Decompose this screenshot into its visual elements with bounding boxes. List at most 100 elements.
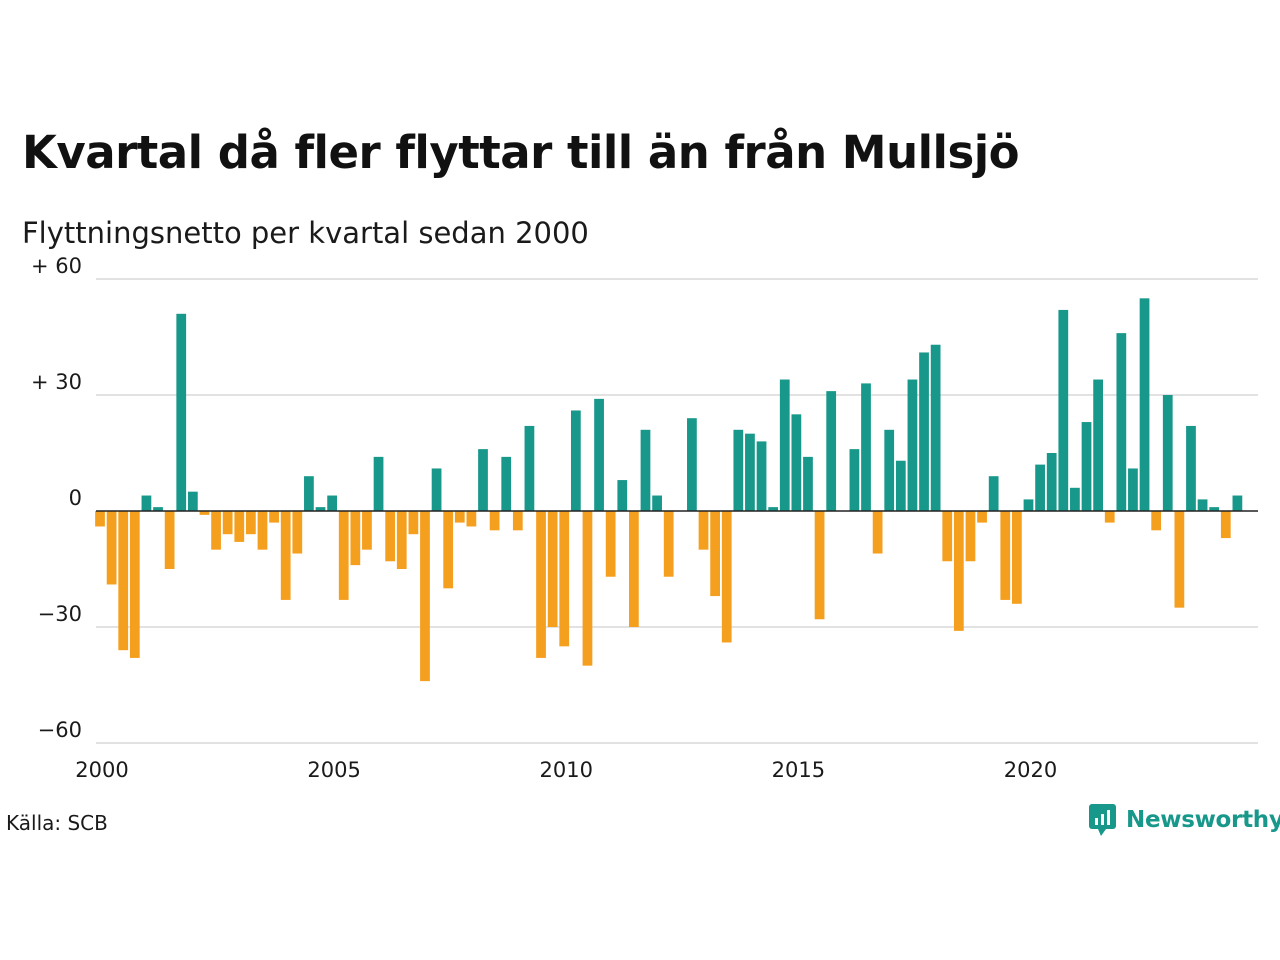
bar [733, 429, 744, 511]
bar [431, 468, 442, 511]
bar [710, 511, 720, 597]
bar [141, 495, 152, 511]
y-tick-label: −30 [38, 602, 82, 626]
bar [1116, 333, 1127, 511]
bar [408, 511, 419, 535]
bar [1139, 298, 1150, 511]
bar [756, 441, 767, 511]
bar [1023, 499, 1034, 511]
y-axis-ticks: + 60 + 30 0 −30 −60 [31, 254, 82, 742]
bar [1104, 511, 1115, 523]
bar [988, 476, 999, 511]
bar [443, 511, 454, 589]
bar [594, 398, 604, 511]
bar [1186, 425, 1196, 511]
bar-chart: + 60 + 30 0 −30 −60 2000 2005 2010 2015 2020 [31, 254, 1258, 782]
x-axis-ticks: 2000 2005 2010 2015 2020 [75, 758, 1057, 782]
x-tick-label: 2020 [1004, 758, 1057, 782]
bar [861, 383, 871, 511]
bar [106, 511, 117, 585]
bar [246, 511, 256, 535]
bar [698, 511, 709, 550]
bar [687, 418, 697, 511]
bar [872, 511, 883, 554]
chart-subtitle: Flyttningsnetto per kvartal sedan 2000 [22, 216, 589, 250]
bar [478, 449, 488, 511]
bar [1058, 309, 1069, 511]
bar [1081, 422, 1092, 511]
bar [1093, 379, 1103, 511]
bar [164, 511, 175, 569]
bar [629, 511, 639, 627]
bar [559, 511, 570, 647]
bar [1197, 499, 1208, 511]
bar [977, 511, 987, 523]
bar [396, 511, 407, 569]
bar [338, 511, 349, 600]
brand-logo[interactable]: Newsworthy [1088, 803, 1280, 837]
bar [640, 429, 651, 511]
bar [199, 511, 210, 515]
bar [466, 511, 477, 527]
bar [617, 480, 628, 511]
bar [582, 511, 593, 666]
bar [454, 511, 465, 523]
bar [373, 456, 384, 511]
x-tick-label: 2015 [772, 758, 825, 782]
bar [95, 511, 105, 527]
bar [1012, 511, 1022, 604]
y-tick-label: 0 [69, 486, 82, 510]
bar [304, 476, 314, 511]
bar [663, 511, 674, 577]
bar [280, 511, 291, 600]
bar [1035, 464, 1045, 511]
bar [814, 511, 825, 620]
bar [269, 511, 279, 523]
bar [605, 511, 616, 577]
bar [1209, 507, 1220, 511]
bar [420, 511, 430, 682]
y-tick-label: + 60 [31, 254, 82, 278]
bar [547, 511, 558, 627]
bar [1162, 395, 1173, 511]
x-tick-label: 2000 [75, 758, 128, 782]
x-tick-label: 2005 [307, 758, 360, 782]
source-note: Källa: SCB [6, 811, 108, 835]
bar [791, 414, 802, 511]
bar [1046, 453, 1057, 511]
bar [826, 391, 837, 511]
bar [362, 511, 372, 550]
bar [129, 511, 140, 658]
bar [118, 511, 129, 651]
bar [1151, 511, 1162, 531]
bar [919, 352, 929, 511]
bar [524, 425, 535, 511]
bar [536, 511, 546, 658]
bar [187, 491, 198, 511]
bar [652, 495, 662, 511]
bar [292, 511, 303, 554]
bar [315, 507, 326, 511]
bar [895, 460, 906, 511]
brand-name: Newsworthy [1126, 807, 1280, 833]
bar [234, 511, 245, 542]
bar [570, 410, 581, 511]
bar [489, 511, 500, 531]
bars [95, 298, 1243, 682]
bar [1232, 495, 1243, 511]
bar [501, 456, 512, 511]
bar [768, 507, 779, 511]
bar [222, 511, 233, 535]
bar [327, 495, 337, 511]
bar [965, 511, 976, 562]
bar [176, 313, 187, 511]
bar [721, 511, 732, 643]
bar [1070, 487, 1080, 511]
bar [803, 456, 813, 511]
bar [942, 511, 953, 562]
bar [350, 511, 361, 566]
bar [385, 511, 396, 562]
y-tick-label: + 30 [31, 370, 82, 394]
bar [907, 379, 918, 511]
bar [884, 429, 895, 511]
